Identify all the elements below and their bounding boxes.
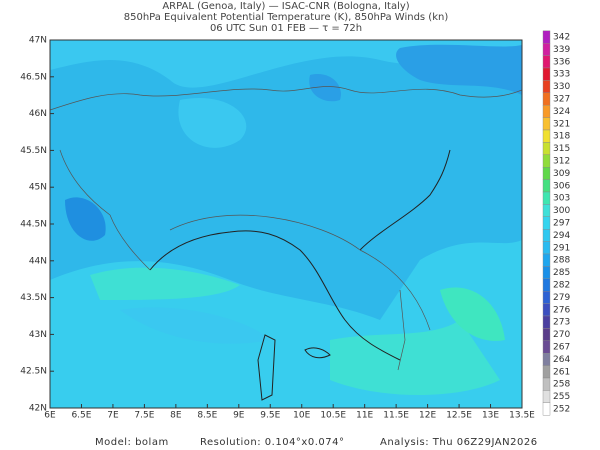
footer-resolution: Resolution: 0.104°x0.074°: [200, 437, 344, 448]
colorbar-box: [542, 142, 551, 155]
colorbar-label: 336: [553, 57, 570, 67]
colorbar-box: [542, 117, 551, 131]
colorbar-label: 333: [553, 70, 570, 80]
colorbar-label: 291: [553, 243, 570, 253]
colorbar-box: [542, 179, 551, 193]
colorbar-box: [542, 315, 551, 329]
longitude-label: 10E: [293, 411, 310, 421]
latitude-label: 42.5N: [20, 367, 47, 377]
header-line: 850hPa Equivalent Potential Temperature …: [124, 12, 449, 23]
colorbar-label: 285: [553, 268, 570, 278]
colorbar-label: 252: [553, 405, 570, 415]
colorbar-label: 330: [553, 82, 570, 92]
latitude-label: 44.5N: [20, 220, 47, 230]
colorbar-box: [542, 353, 551, 366]
longitude-label: 10.5E: [320, 411, 346, 421]
colorbar-box: [542, 30, 551, 44]
colorbar-label: 339: [553, 45, 570, 55]
longitude-label: 12E: [419, 411, 436, 421]
colorbar-box: [542, 340, 551, 354]
colorbar-label: 342: [553, 33, 570, 43]
colorbar-box: [542, 216, 551, 230]
colorbar-label: 273: [553, 318, 570, 328]
colorbar-box: [542, 303, 551, 317]
colorbar-label: 276: [553, 305, 570, 315]
colorbar-box: [542, 43, 551, 56]
longitude-label: 12.5E: [446, 411, 472, 421]
colorbar-box: [542, 166, 551, 180]
colorbar-label: 312: [553, 157, 570, 167]
latitude-label: 43N: [29, 330, 47, 340]
longitude-label: 8E: [170, 411, 182, 421]
longitude-label: 11.5E: [383, 411, 409, 421]
longitude-label: 8.5E: [197, 411, 217, 421]
colorbar-label: 318: [553, 132, 570, 142]
footer-analysis: Analysis: Thu 06Z29JAN2026: [380, 437, 538, 448]
colorbar-box: [542, 191, 551, 205]
colorbar-box: [542, 129, 551, 143]
colorbar-box: [542, 104, 551, 118]
colorbar-box: [542, 377, 551, 391]
map-area: [49, 39, 523, 409]
longitude-label: 13.5E: [509, 411, 535, 421]
colorbar-box: [542, 67, 551, 81]
colorbar-label: 321: [553, 119, 570, 129]
colorbar-label: 315: [553, 144, 570, 154]
colorbar-box: [542, 291, 551, 304]
colorbar-label: 294: [553, 231, 570, 241]
latitude-label: 45N: [29, 183, 47, 193]
colorbar-label: 270: [553, 330, 570, 340]
colorbar-label: 264: [553, 355, 570, 365]
colorbar-label: 297: [553, 219, 570, 229]
longitude-label: 9.5E: [260, 411, 280, 421]
colorbar-box: [542, 390, 551, 403]
colorbar-label: 324: [553, 107, 570, 117]
colorbar-label: 327: [553, 95, 570, 105]
colorbar-label: 279: [553, 293, 570, 303]
colorbar-box: [542, 365, 551, 379]
colorbar-box: [542, 278, 551, 292]
longitude-label: 7.5E: [134, 411, 154, 421]
latitude-label: 44N: [29, 256, 47, 266]
longitude-label: 7E: [107, 411, 119, 421]
colorbar-box: [542, 228, 551, 242]
header-line: 06 UTC Sun 01 FEB — τ = 72h: [210, 23, 362, 34]
latitude-label: 45.5N: [20, 146, 47, 156]
colorbar-label: 282: [553, 281, 570, 291]
latitude-label: 42N: [29, 404, 47, 414]
longitude-label: 9E: [233, 411, 245, 421]
colorbar-box: [542, 204, 551, 217]
colorbar-label: 303: [553, 194, 570, 204]
colorbar-label: 267: [553, 343, 570, 353]
latitude-label: 46N: [29, 109, 47, 119]
colorbar-box: [542, 80, 551, 94]
longitude-label: 6.5E: [71, 411, 91, 421]
colorbar-label: 306: [553, 181, 570, 191]
colorbar-label: 309: [553, 169, 570, 179]
longitude-label: 13E: [482, 411, 499, 421]
header-line: ARPAL (Genoa, Italy) — ISAC-CNR (Bologna…: [162, 1, 409, 12]
colorbar-box: [542, 92, 551, 106]
longitude-label: 11E: [356, 411, 373, 421]
footer-model: Model: bolam: [95, 437, 169, 448]
longitude-label: 6E: [44, 411, 56, 421]
colorbar-box: [542, 241, 551, 255]
colorbar-box: [542, 253, 551, 267]
latitude-label: 47N: [29, 36, 47, 46]
colorbar-box: [542, 328, 551, 341]
colorbar-label: 288: [553, 256, 570, 266]
latitude-label: 43.5N: [20, 293, 47, 303]
latitude-label: 46.5N: [20, 72, 47, 82]
colorbar-box: [542, 402, 551, 416]
colorbar-box: [542, 154, 551, 168]
colorbar-label: 300: [553, 206, 570, 216]
colorbar-label: 258: [553, 380, 570, 390]
colorbar-box: [542, 266, 551, 279]
colorbar-label: 261: [553, 367, 570, 377]
colorbar-label: 255: [553, 392, 570, 402]
colorbar-box: [542, 55, 551, 69]
